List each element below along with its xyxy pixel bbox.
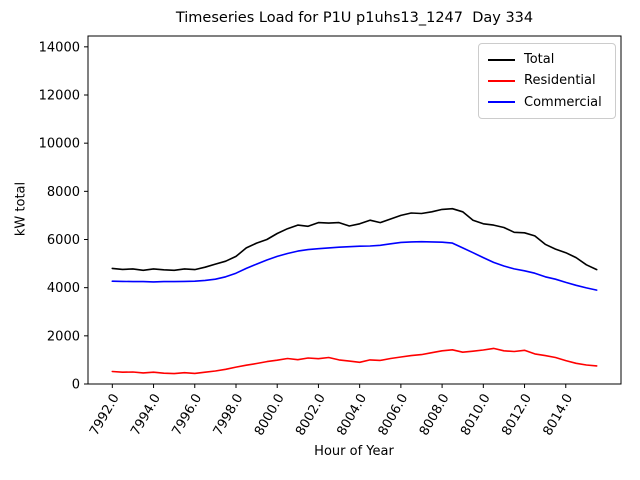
x-tick-label: 7996.0 xyxy=(169,392,205,439)
series-line-commercial xyxy=(111,240,598,291)
x-tick-label: 7994.0 xyxy=(128,392,164,439)
series-line-total xyxy=(111,207,598,272)
x-tick-label: 8000.0 xyxy=(252,392,288,439)
x-tick-label: 8002.0 xyxy=(293,392,329,439)
legend-line-swatch-total xyxy=(488,58,515,61)
series-line-residential xyxy=(111,347,598,375)
legend-item-total: Total xyxy=(488,53,606,66)
y-tick-label: 4000 xyxy=(47,281,80,296)
y-tick-label: 8000 xyxy=(47,185,80,200)
legend: Total Residential Commercial xyxy=(478,43,616,119)
y-tick-label: 12000 xyxy=(39,89,80,104)
x-tick-label: 8004.0 xyxy=(334,392,370,439)
y-tick-label: 10000 xyxy=(39,137,80,152)
legend-label-residential: Residential xyxy=(524,73,596,89)
x-tick-label: 8010.0 xyxy=(458,392,494,439)
y-tick-label: 14000 xyxy=(39,40,80,55)
axes-spines xyxy=(87,35,622,385)
legend-label-commercial: Commercial xyxy=(524,94,602,110)
legend-line-swatch-commercial xyxy=(488,101,515,104)
chart-title: Timeseries Load for P1U p1uhs13_1247 Day… xyxy=(175,10,534,26)
y-tick-label: 0 xyxy=(72,378,80,393)
x-tick-label: 7998.0 xyxy=(211,392,247,439)
legend-item-residential: Residential xyxy=(488,74,606,87)
x-tick-label: 8006.0 xyxy=(376,392,412,439)
x-tick-label: 8008.0 xyxy=(417,392,453,439)
x-tick-label: 8012.0 xyxy=(499,392,535,439)
x-tick-label: 7992.0 xyxy=(87,392,123,439)
legend-line-swatch-residential xyxy=(488,79,515,82)
y-tick-label: 2000 xyxy=(47,329,80,344)
x-axis-label: Hour of Year xyxy=(314,444,394,459)
x-tick-label: 8014.0 xyxy=(540,392,576,439)
legend-item-commercial: Commercial xyxy=(488,96,606,109)
y-tick-label: 6000 xyxy=(47,233,80,248)
legend-label-total: Total xyxy=(524,52,555,68)
